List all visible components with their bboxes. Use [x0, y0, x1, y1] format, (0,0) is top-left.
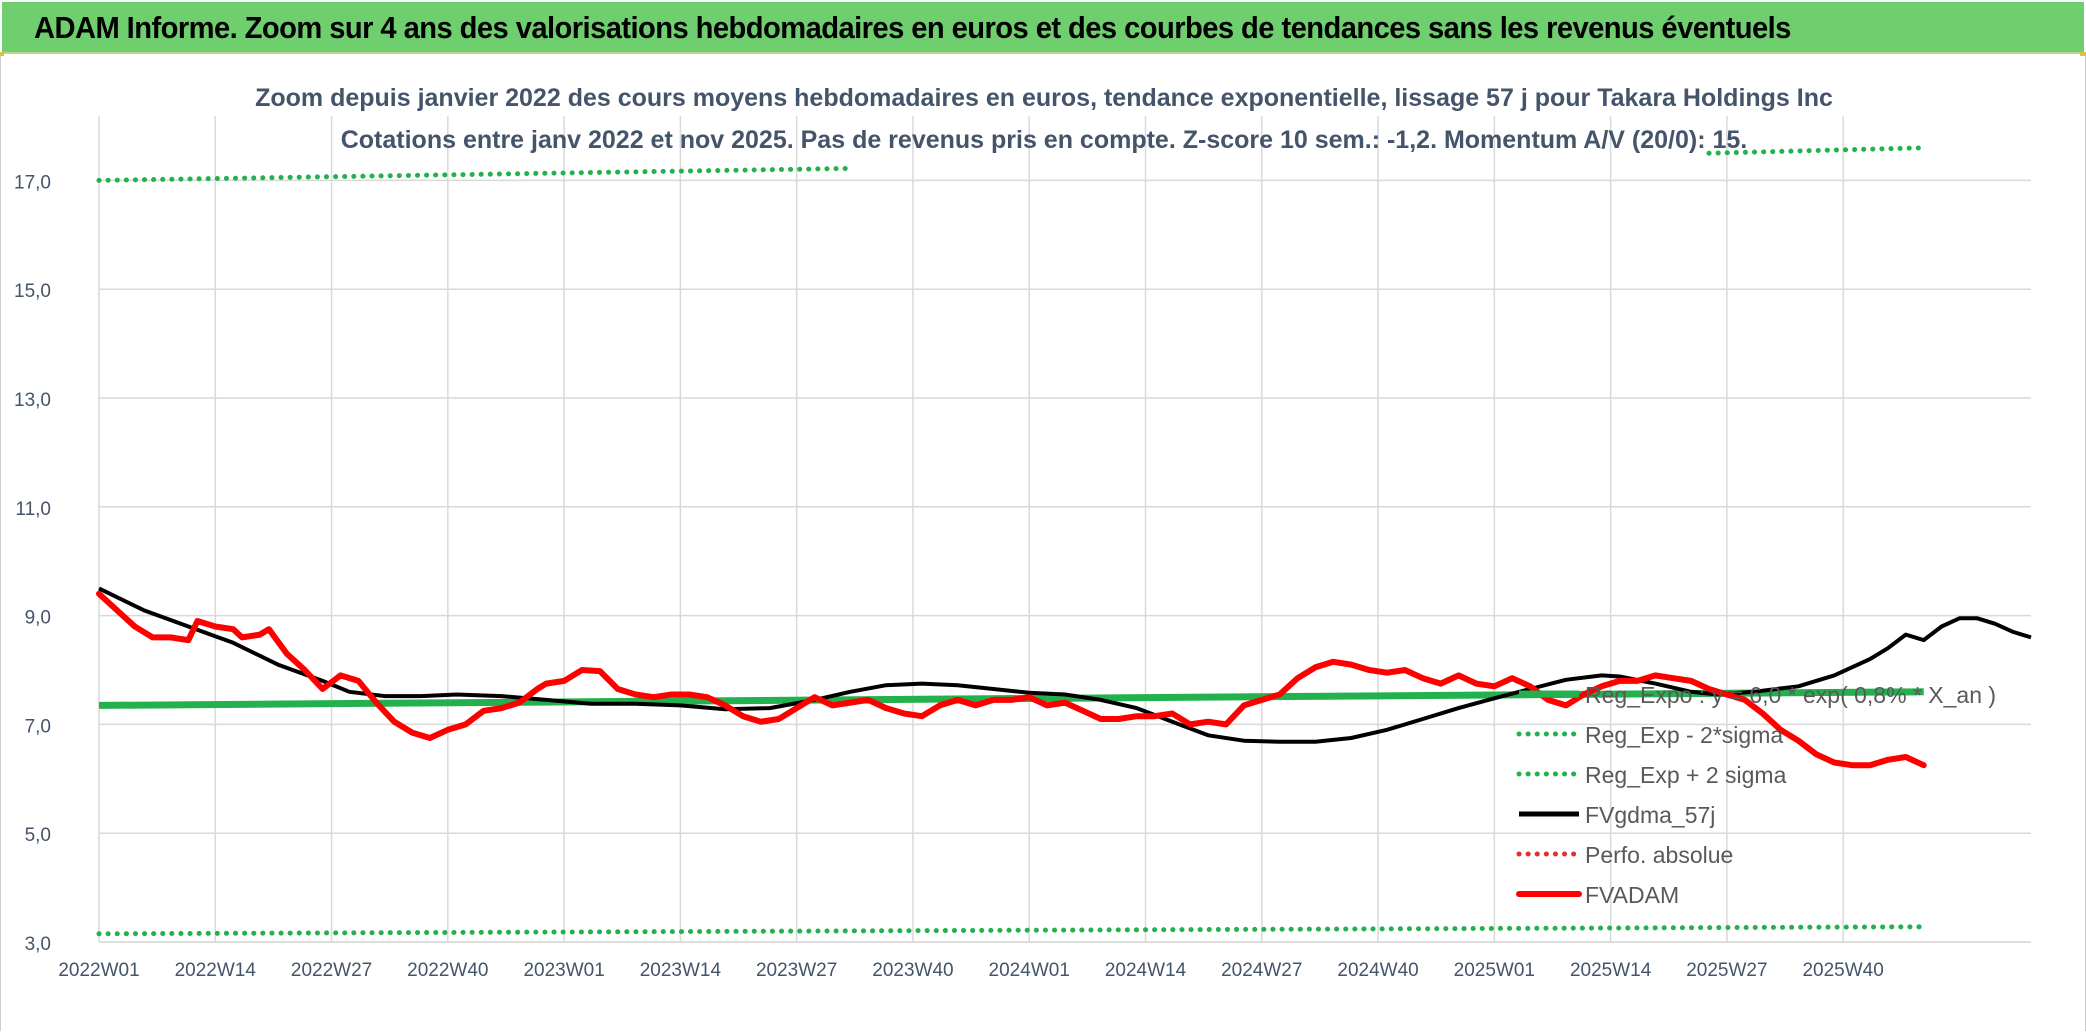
chart-title: Zoom depuis janvier 2022 des cours moyen…	[255, 84, 1833, 112]
legend-label-reg_minus: Reg_Exp - 2*sigma	[1585, 722, 1783, 748]
x-tick-label: 2025W14	[1570, 960, 1652, 981]
x-tick-label: 2022W01	[58, 960, 139, 981]
y-tick-label: 15,0	[14, 281, 51, 302]
series-line-reg_plus	[96, 165, 853, 183]
y-tick-label: 5,0	[25, 825, 51, 846]
y-tick-label: 17,0	[14, 172, 51, 193]
y-tick-label: 3,0	[25, 934, 51, 955]
series-line-reg_minus	[96, 924, 1927, 937]
x-tick-label: 2022W14	[175, 960, 257, 981]
report-title: ADAM Informe. Zoom sur 4 ans des valoris…	[34, 10, 1791, 45]
chart-grid	[98, 116, 2031, 943]
legend-label-fvgdma: FVgdma_57j	[1585, 802, 1715, 828]
x-tick-label: 2022W27	[291, 960, 372, 981]
legend-label-reg_expo: Reg_Expo : y = 6,0 * exp( 0,8% * X_an )	[1585, 682, 1996, 708]
y-tick-label: 11,0	[15, 499, 51, 520]
series-line-reg_plus	[1706, 145, 1927, 156]
chart-legend: Reg_Expo : y = 6,0 * exp( 0,8% * X_an ) R…	[1516, 682, 1996, 908]
series-line-fvadam	[96, 590, 1927, 769]
x-tick-label: 2023W01	[523, 960, 604, 981]
legend-label-perfo: Perfo. absolue	[1585, 842, 1733, 868]
series-line-fvgdma	[98, 586, 2032, 744]
legend-label-fvadam: FVADAM	[1585, 882, 1679, 908]
report-banner: ADAM Informe. Zoom sur 4 ans des valoris…	[2, 2, 2084, 54]
x-tick-label: 2024W14	[1105, 960, 1187, 981]
chart-area: 3,0 5,0 7,0 9,0 11,0 13,0 15,0 17,0 2022W01 2022…	[0, 56, 2086, 1031]
x-tick-label: 2023W14	[640, 960, 722, 981]
legend-label-reg_plus: Reg_Exp + 2 sigma	[1585, 762, 1787, 788]
x-axis-ticks: 2022W01 2022W14 2022W27 2022W40 2023W01 2023W…	[58, 960, 1884, 981]
line-chart: 3,05,07,09,011,013,015,017,0 2022W01 2022…	[14, 84, 2032, 981]
x-tick-label: 2023W40	[872, 960, 953, 981]
x-tick-label: 2025W27	[1686, 960, 1767, 981]
x-tick-label: 2025W01	[1454, 960, 1535, 981]
y-tick-label: 9,0	[25, 608, 51, 629]
y-axis-ticks: 3,0 5,0 7,0 9,0 11,0 13,0 15,0 17,0	[14, 172, 51, 955]
x-tick-label: 2023W27	[756, 960, 837, 981]
x-tick-label: 2024W27	[1221, 960, 1302, 981]
chart-series	[96, 145, 2032, 937]
x-tick-label: 2024W01	[989, 960, 1070, 981]
y-tick-label: 7,0	[25, 716, 51, 737]
banner-corner-right	[2080, 52, 2086, 56]
y-tick-label: 13,0	[14, 390, 51, 411]
chart-subtitle: Cotations entre janv 2022 et nov 2025. P…	[341, 126, 1748, 154]
banner-corner-left	[0, 52, 4, 56]
x-tick-label: 2025W40	[1802, 960, 1883, 981]
x-tick-label: 2022W40	[407, 960, 488, 981]
x-tick-label: 2024W40	[1337, 960, 1418, 981]
